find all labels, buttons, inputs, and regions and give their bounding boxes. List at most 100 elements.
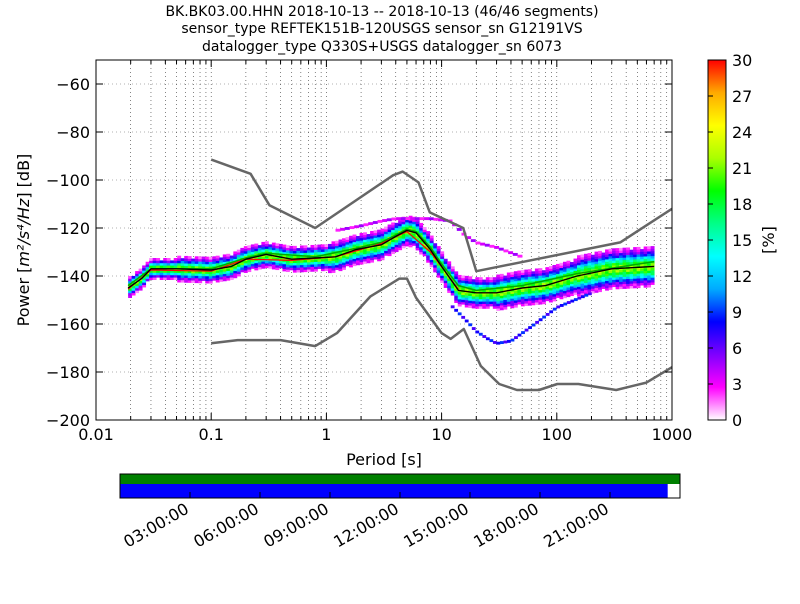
y-tick-label: −160 — [46, 315, 90, 334]
heatmap-cell — [608, 263, 613, 266]
heatmap-cell — [440, 251, 445, 255]
heatmap-cell — [461, 287, 466, 291]
heatmap-cell — [629, 283, 634, 287]
heatmap-cell — [419, 222, 424, 226]
heatmap-cell — [152, 270, 157, 273]
heatmap-cell — [524, 298, 529, 302]
heatmap-cell — [503, 280, 508, 284]
heatmap-cell — [489, 277, 494, 280]
heatmap-cell — [429, 261, 434, 265]
heatmap-cell — [398, 237, 403, 241]
y-tick-label: −180 — [46, 363, 90, 382]
heatmap-cell — [243, 255, 248, 259]
heatmap-cell — [422, 248, 427, 252]
heatmap-cell — [541, 277, 546, 281]
heatmap-cell — [215, 262, 220, 266]
heatmap-cell — [456, 228, 462, 231]
heatmap-cell — [285, 269, 290, 273]
heatmap-cell — [440, 270, 445, 274]
heatmap-cell — [566, 279, 571, 283]
heatmap-cell — [173, 274, 178, 278]
heatmap-cell — [440, 280, 445, 283]
heatmap-cell — [394, 222, 399, 226]
heatmap-cell — [184, 272, 189, 276]
heatmap-cell — [612, 279, 616, 283]
heatmap-cell — [205, 280, 210, 284]
heatmap-cell — [447, 266, 452, 269]
heatmap-cell — [410, 217, 416, 221]
heatmap-cell — [573, 292, 578, 295]
heatmap-cell — [219, 271, 224, 275]
heatmap-cell — [485, 337, 490, 341]
heatmap-cell — [538, 301, 543, 305]
heatmap-cell — [303, 247, 308, 251]
heatmap-cell — [380, 245, 385, 249]
heatmap-cell — [320, 268, 325, 272]
heatmap-cell — [303, 269, 308, 273]
heatmap-cell — [605, 251, 609, 255]
heatmap-cell — [412, 223, 417, 227]
heatmap-cell — [566, 294, 571, 298]
heatmap-cell — [271, 245, 276, 248]
heatmap-cell — [380, 235, 385, 239]
heatmap-cell — [177, 260, 182, 264]
heatmap-cell — [191, 258, 196, 262]
grid-lines — [96, 60, 672, 420]
heatmap-cell — [527, 298, 532, 301]
heatmap-cell — [587, 253, 592, 256]
heatmap-cell — [454, 297, 459, 301]
heatmap-cell — [191, 277, 196, 281]
heatmap-cell — [517, 294, 522, 298]
heatmap-cell — [387, 224, 392, 228]
heatmap-cell — [278, 243, 283, 247]
heatmap-cell — [517, 275, 522, 279]
heatmap-cell — [447, 285, 452, 289]
heatmap-cell — [569, 286, 574, 289]
heatmap-cell — [310, 264, 315, 267]
heatmap-cell — [320, 251, 325, 255]
heatmap-cell — [257, 247, 262, 251]
heatmap-cell — [187, 277, 192, 281]
heatmap-cell — [324, 268, 329, 271]
heatmap-cell — [468, 288, 473, 292]
heatmap-cell — [545, 295, 550, 299]
heatmap-cell — [622, 276, 627, 280]
heatmap-cell — [268, 263, 273, 267]
heatmap-cell — [292, 269, 297, 273]
heatmap-cell — [538, 270, 543, 274]
heatmap-cell — [580, 256, 585, 260]
heatmap-cell — [612, 269, 616, 273]
heatmap-cell — [538, 296, 543, 300]
heatmap-cell — [282, 249, 287, 253]
heatmap-cell — [328, 251, 332, 254]
heatmap-cell — [377, 248, 382, 252]
heatmap-cell — [275, 243, 280, 247]
heatmap-cell — [650, 258, 655, 261]
heatmap-cell — [499, 288, 504, 292]
heatmap-cell — [594, 256, 599, 260]
heatmap-cell — [527, 276, 532, 280]
heatmap-cell — [208, 259, 213, 262]
heatmap-cell — [447, 280, 452, 284]
heatmap-cell — [643, 263, 648, 267]
heatmap-cell — [594, 287, 599, 291]
heatmap-cell — [619, 247, 623, 251]
heatmap-cell — [541, 294, 546, 297]
heatmap-cell — [531, 300, 536, 303]
heatmap-cell — [296, 252, 301, 256]
heatmap-cell — [138, 287, 143, 291]
heatmap-cell — [352, 241, 357, 245]
heatmap-cell — [552, 284, 557, 287]
heatmap-cell — [513, 273, 518, 277]
heatmap-cell — [233, 275, 238, 279]
heatmap-cell — [394, 237, 399, 241]
heatmap-cell — [552, 307, 557, 311]
heatmap-cell — [636, 280, 641, 284]
heatmap-cell — [503, 299, 508, 303]
heatmap-cell — [619, 257, 623, 261]
heatmap-cell — [177, 255, 182, 259]
heatmap-cell — [503, 282, 508, 286]
heatmap-cell — [622, 259, 627, 263]
heatmap-cell — [338, 263, 343, 267]
heatmap-cell — [559, 294, 564, 297]
